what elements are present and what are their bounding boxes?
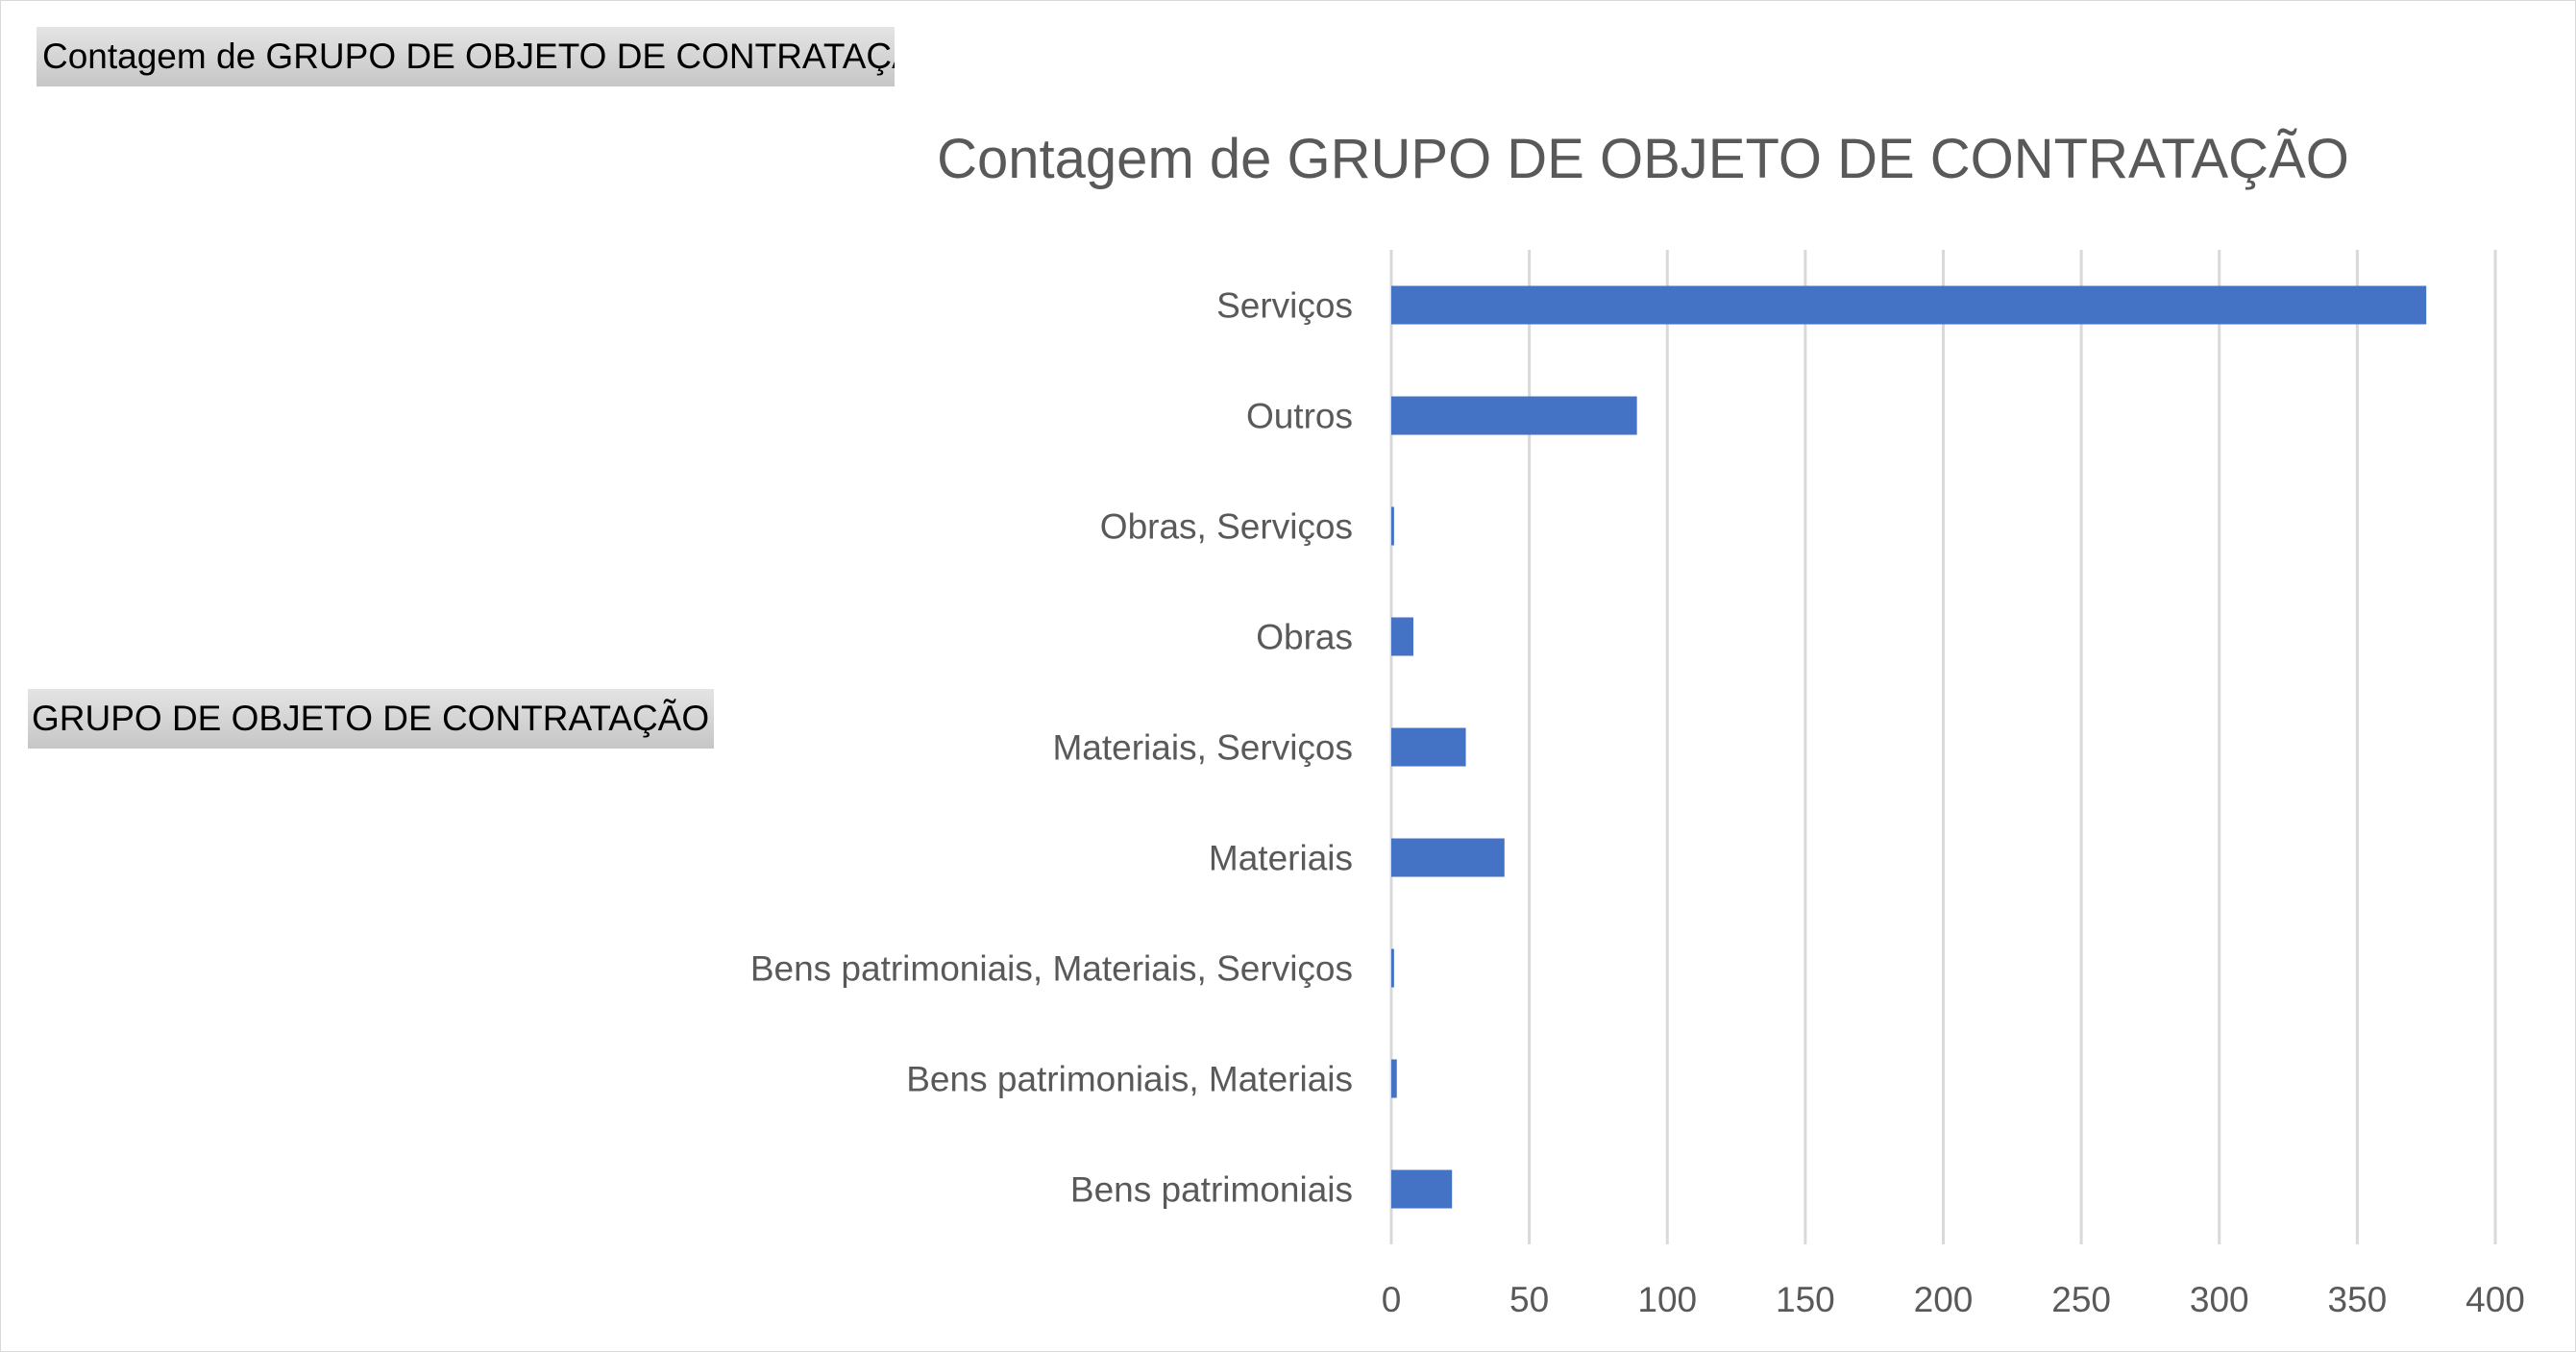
category-label: Serviços xyxy=(1216,286,1353,326)
value-axis: 0 50 100 150 200 250 300 350 400 xyxy=(1382,1280,2525,1319)
bar[interactable] xyxy=(1391,396,1637,435)
category-label: Bens patrimoniais xyxy=(1070,1170,1353,1210)
x-tick-label: 200 xyxy=(1914,1280,1974,1319)
bars xyxy=(1391,285,2427,1209)
category-label: Outros xyxy=(1246,397,1353,436)
bar[interactable] xyxy=(1391,1169,1453,1209)
pivot-value-field-label: Contagem de GRUPO DE OBJETO DE CONTRATAÇ… xyxy=(42,37,895,76)
bar[interactable] xyxy=(1391,838,1505,877)
category-label: Materiais, Serviços xyxy=(1052,728,1353,768)
category-label: Bens patrimoniais, Materiais xyxy=(906,1060,1353,1099)
category-label: Materiais xyxy=(1209,839,1353,878)
x-tick-label: 250 xyxy=(2051,1280,2111,1319)
category-label: Obras, Serviços xyxy=(1100,507,1353,547)
chart-title: Contagem de GRUPO DE OBJETO DE CONTRATAÇ… xyxy=(937,128,2349,190)
bar[interactable] xyxy=(1391,285,2427,325)
category-label: Obras xyxy=(1256,618,1353,657)
category-axis: Serviços Outros Obras, Serviços Obras Materi… xyxy=(750,286,1353,1210)
x-tick-label: 100 xyxy=(1637,1280,1697,1319)
bar[interactable] xyxy=(1391,727,1466,767)
x-tick-label: 300 xyxy=(2190,1280,2249,1319)
bar[interactable] xyxy=(1391,617,1413,656)
x-tick-label: 0 xyxy=(1382,1280,1402,1319)
x-tick-label: 400 xyxy=(2466,1280,2525,1319)
bar[interactable] xyxy=(1391,1059,1397,1098)
pivot-value-field-button[interactable]: Contagem de GRUPO DE OBJETO DE CONTRATAÇ… xyxy=(37,27,895,86)
x-tick-label: 50 xyxy=(1509,1280,1549,1319)
pivot-axis-field-label: GRUPO DE OBJETO DE CONTRATAÇÃO xyxy=(32,699,710,738)
x-tick-label: 350 xyxy=(2328,1280,2388,1319)
bar[interactable] xyxy=(1391,506,1394,546)
bar[interactable] xyxy=(1391,948,1394,988)
category-label: Bens patrimoniais, Materiais, Serviços xyxy=(750,949,1353,989)
pivot-axis-field-button[interactable]: GRUPO DE OBJETO DE CONTRATAÇÃO ▼ xyxy=(28,689,714,749)
x-tick-label: 150 xyxy=(1776,1280,1835,1319)
